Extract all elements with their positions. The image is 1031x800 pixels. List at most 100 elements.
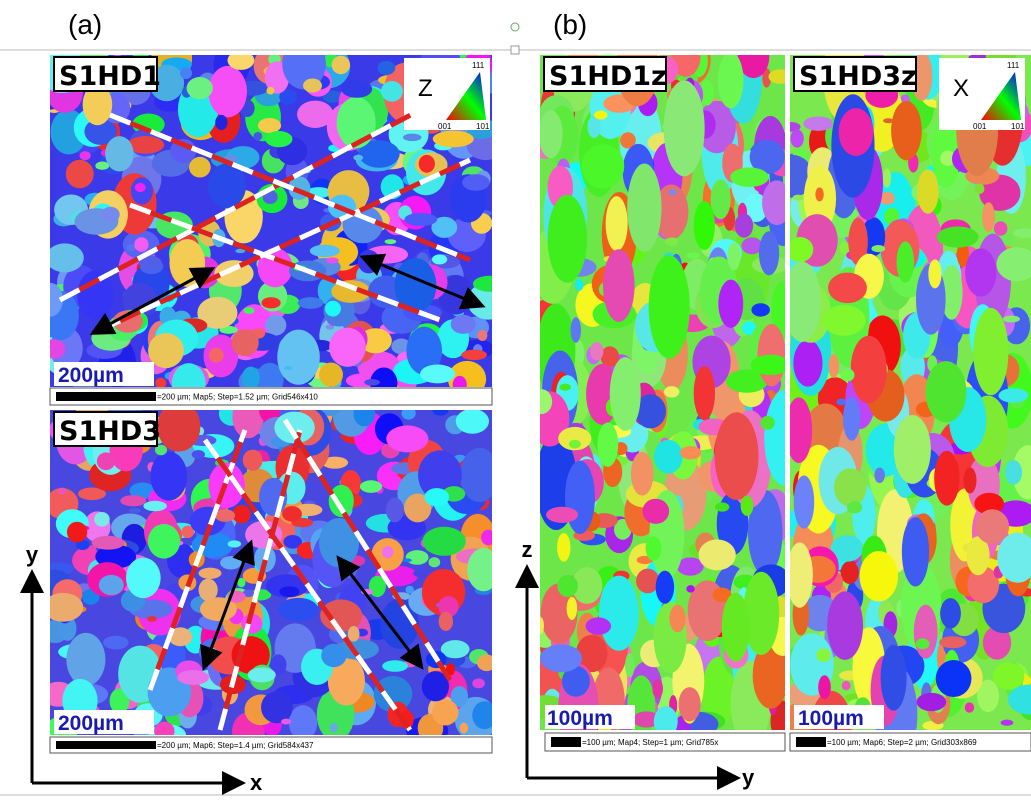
map-label: S1HD3 — [59, 416, 161, 447]
grain — [965, 702, 975, 712]
grain — [815, 187, 823, 201]
grain — [243, 450, 263, 471]
grain — [277, 330, 320, 385]
grain — [917, 169, 939, 213]
grain — [150, 452, 187, 501]
grain — [248, 667, 276, 682]
grain — [265, 315, 286, 336]
grain — [722, 593, 750, 662]
grain — [281, 719, 291, 725]
grain — [97, 452, 115, 470]
grain — [759, 231, 779, 275]
grain — [730, 167, 769, 187]
grain — [378, 61, 396, 75]
grain — [231, 329, 258, 356]
grain — [43, 593, 83, 622]
axis-label: y — [742, 765, 755, 790]
grain — [403, 558, 412, 562]
grain — [790, 129, 803, 147]
grain — [472, 701, 497, 729]
scale-bar — [796, 737, 826, 747]
grain — [253, 132, 262, 141]
grain — [546, 507, 578, 523]
grain — [718, 52, 744, 108]
grain — [994, 221, 1008, 235]
panel-label: (b) — [553, 9, 587, 40]
grain — [386, 498, 404, 523]
grain — [828, 354, 838, 378]
grain — [279, 586, 299, 597]
grain — [143, 501, 167, 511]
grain — [433, 131, 474, 148]
grain — [187, 77, 213, 99]
grain — [423, 527, 466, 556]
grain — [816, 648, 831, 662]
grain — [940, 598, 961, 628]
grain — [936, 660, 972, 697]
grain — [326, 257, 339, 263]
grain — [998, 388, 1028, 402]
grain — [539, 110, 563, 158]
scale-label: 200µm — [58, 712, 124, 735]
grain — [177, 670, 209, 685]
grain — [751, 355, 790, 375]
grain — [337, 97, 376, 148]
grain — [686, 585, 694, 592]
grain — [841, 561, 859, 584]
grain — [531, 389, 552, 414]
grain — [569, 440, 581, 449]
scale-bar — [56, 392, 156, 401]
ebsd-map — [770, 20, 1031, 763]
grain — [94, 512, 110, 527]
grain — [242, 367, 260, 389]
grain — [599, 576, 639, 651]
grain — [575, 279, 584, 291]
grain — [135, 183, 146, 192]
grain — [803, 116, 833, 130]
grain — [871, 245, 885, 252]
grain — [99, 575, 124, 595]
grain — [914, 605, 938, 659]
grain — [278, 598, 318, 622]
panel-label: (a) — [68, 9, 102, 40]
grain — [386, 425, 428, 452]
grain — [403, 134, 421, 141]
grain — [582, 144, 625, 188]
figure: (a) (b) =200 µm; Map5; Step=1.52 µm; Gri… — [0, 0, 1031, 800]
legend-axis: X — [953, 75, 969, 102]
grain — [793, 195, 804, 201]
tri-label: 111 — [1007, 61, 1020, 70]
grain — [783, 262, 820, 342]
grain — [129, 508, 141, 513]
grain — [974, 183, 984, 194]
grain — [881, 645, 907, 711]
grain — [208, 163, 246, 208]
grain — [460, 448, 499, 502]
grain — [360, 480, 382, 493]
grain — [934, 451, 959, 506]
grain — [993, 662, 1025, 689]
grain — [894, 415, 931, 484]
grain — [762, 180, 792, 225]
grain — [843, 397, 860, 441]
grain — [828, 273, 867, 304]
grain — [432, 405, 448, 416]
grain — [432, 254, 447, 264]
grain — [192, 450, 205, 459]
grain — [228, 51, 255, 70]
grain — [148, 524, 180, 559]
grain — [664, 386, 679, 397]
axis-label: x — [250, 770, 263, 795]
grain — [560, 384, 571, 391]
grain — [126, 558, 161, 599]
grain — [319, 363, 343, 387]
ebsd-map — [525, 21, 805, 757]
grain — [189, 157, 211, 178]
grain — [694, 201, 715, 250]
grain — [654, 440, 683, 474]
axis-label: y — [26, 542, 39, 567]
map-label: S1HD3z — [799, 61, 917, 92]
grain — [687, 252, 700, 259]
grain — [654, 706, 678, 737]
grain — [215, 115, 227, 130]
